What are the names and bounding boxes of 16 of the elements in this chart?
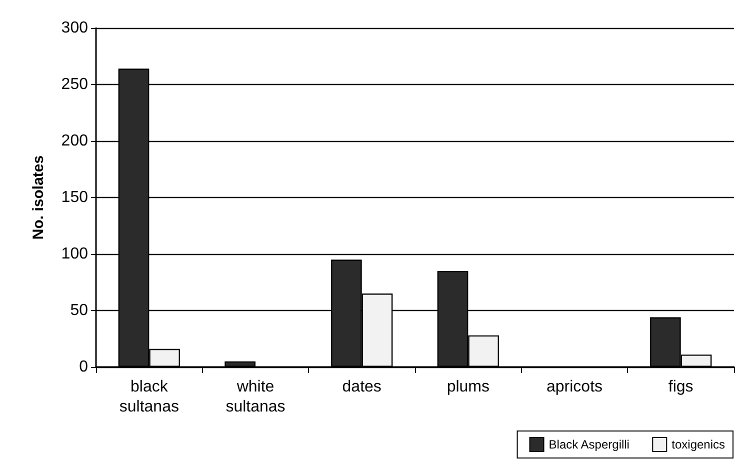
x-tick-label: dates [342, 378, 382, 396]
x-tick-label: figs [668, 378, 694, 396]
y-tick-label: 50 [70, 302, 88, 319]
x-tick-label: apricots [546, 378, 603, 396]
y-axis-title: No. isolates [30, 155, 47, 240]
y-tick-label: 200 [61, 132, 88, 150]
y-tick-label: 0 [79, 358, 88, 376]
y-tick-label: 150 [61, 189, 88, 206]
x-tick-label: black sultanas [119, 378, 179, 416]
y-tick-label: 300 [61, 20, 88, 36]
y-tick-label: 250 [61, 76, 88, 93]
legend-label: Black Aspergilli [548, 438, 630, 452]
x-tick-label: white sultanas [226, 378, 286, 416]
x-tick-label: plums [446, 378, 490, 396]
legend-label: toxigenics [672, 438, 726, 452]
y-tick-label: 100 [61, 246, 88, 262]
